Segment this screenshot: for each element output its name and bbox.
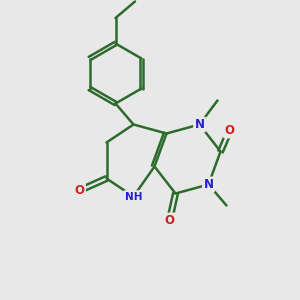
Text: O: O: [74, 184, 85, 197]
Text: O: O: [224, 124, 235, 137]
Text: N: N: [194, 118, 205, 131]
Text: NH: NH: [125, 191, 142, 202]
Text: O: O: [164, 214, 175, 227]
Text: N: N: [203, 178, 214, 191]
